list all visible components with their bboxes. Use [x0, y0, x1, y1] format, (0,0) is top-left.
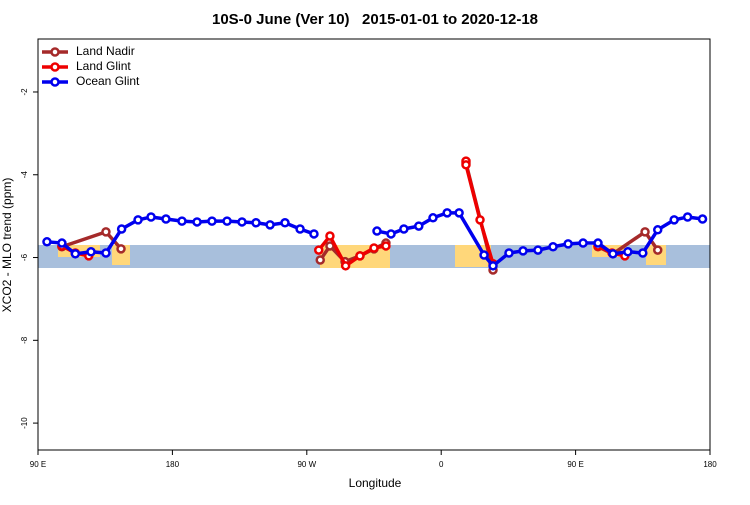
- legend-label: Land Nadir: [76, 44, 135, 58]
- data-point: [652, 245, 663, 255]
- data-point: [57, 238, 67, 248]
- data-point: [116, 224, 127, 234]
- data-point: [207, 216, 217, 226]
- data-point: [237, 217, 247, 227]
- chart-title: 10S-0 June (Ver 10) 2015-01-01 to 2020-1…: [212, 11, 538, 28]
- data-point: [70, 249, 81, 259]
- data-point: [222, 216, 232, 226]
- y-tick-label: -6: [20, 253, 29, 261]
- data-point: [192, 217, 202, 227]
- data-point: [177, 216, 187, 226]
- data-point: [518, 246, 528, 256]
- data-point: [101, 248, 111, 258]
- data-point: [280, 218, 290, 228]
- x-tick-label: 0: [439, 460, 444, 469]
- data-point: [563, 239, 573, 249]
- data-point: [313, 245, 324, 255]
- data-point: [309, 229, 319, 239]
- data-point: [488, 261, 498, 271]
- y-tick-label: -4: [20, 171, 29, 179]
- legend-marker: [50, 62, 60, 72]
- data-point: [295, 224, 305, 234]
- y-tick-label: -2: [20, 88, 29, 96]
- data-point: [623, 246, 633, 257]
- data-point: [369, 243, 379, 253]
- data-point: [161, 214, 171, 224]
- data-point: [146, 212, 156, 222]
- legend-label: Land Glint: [76, 59, 131, 73]
- y-tick-label: -8: [20, 336, 29, 344]
- x-tick-label: 90 E: [30, 460, 46, 469]
- data-point: [133, 215, 143, 225]
- data-point: [355, 251, 365, 261]
- y-tick-label: -10: [20, 417, 29, 429]
- data-point: [340, 261, 351, 271]
- data-point: [42, 237, 52, 247]
- data-point: [461, 160, 471, 170]
- data-point: [682, 212, 693, 222]
- data-point: [652, 225, 663, 235]
- data-point: [454, 208, 464, 218]
- data-point: [640, 227, 650, 237]
- data-point: [669, 215, 679, 225]
- data-point: [608, 249, 618, 259]
- data-point: [265, 220, 275, 230]
- data-point: [593, 238, 603, 248]
- data-point: [479, 250, 489, 260]
- data-point: [697, 214, 708, 224]
- x-tick-label: 90 E: [567, 460, 583, 469]
- data-point: [533, 245, 543, 255]
- data-point: [442, 208, 452, 218]
- data-point: [86, 246, 96, 257]
- data-point: [325, 231, 335, 241]
- data-point: [414, 221, 424, 231]
- data-point: [428, 213, 438, 223]
- data-point: [504, 248, 514, 258]
- data-point: [372, 226, 382, 236]
- x-tick-label: 180: [703, 460, 717, 469]
- legend-label: Ocean Glint: [76, 74, 140, 88]
- data-point: [381, 241, 391, 251]
- x-axis-label: Longitude: [349, 476, 402, 490]
- data-point: [315, 255, 325, 265]
- data-point: [475, 215, 485, 225]
- y-axis-label: XCO2 - MLO trend (ppm): [0, 178, 14, 313]
- data-point: [548, 242, 558, 252]
- data-point: [101, 227, 111, 237]
- data-point: [116, 244, 126, 254]
- legend-marker: [50, 77, 60, 87]
- data-point: [386, 229, 396, 239]
- data-point: [638, 248, 648, 258]
- plot-frame: [37, 38, 711, 451]
- x-tick-label: 90 W: [297, 460, 316, 469]
- data-point: [578, 238, 588, 248]
- legend-marker: [50, 47, 60, 57]
- data-point: [399, 224, 409, 234]
- x-tick-label: 180: [166, 460, 180, 469]
- data-point: [251, 218, 261, 228]
